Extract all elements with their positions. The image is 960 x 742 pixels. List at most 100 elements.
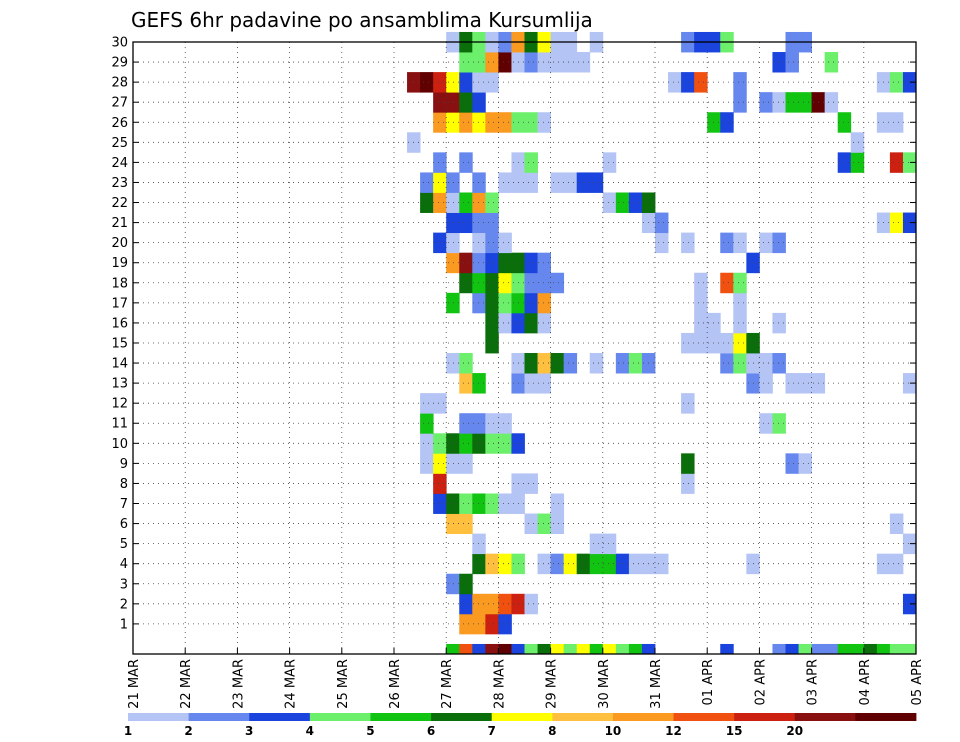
heatmap-cell xyxy=(459,152,473,173)
heatmap-cell xyxy=(537,373,551,394)
heatmap-cell xyxy=(433,473,447,494)
colorbar-swatch xyxy=(794,713,856,721)
heatmap-cell xyxy=(602,553,617,575)
heatmap-cell xyxy=(433,493,447,514)
heatmap-cell xyxy=(472,553,486,575)
heatmap-cell xyxy=(511,643,525,655)
x-tick-label: 05 APR xyxy=(910,659,925,705)
y-tick-label: 14 xyxy=(111,357,128,372)
y-tick-label: 15 xyxy=(111,336,128,351)
heatmap-cell xyxy=(589,353,604,374)
heatmap-cell xyxy=(889,152,904,173)
heatmap-cell xyxy=(433,172,447,193)
heatmap-cell xyxy=(824,52,839,73)
heatmap-cell xyxy=(889,553,904,575)
heatmap-cell xyxy=(824,643,839,655)
heatmap-cell xyxy=(537,112,551,133)
heatmap-cell xyxy=(772,92,786,113)
heatmap-cell xyxy=(485,493,499,514)
heatmap-cell xyxy=(459,192,473,213)
heatmap-cell xyxy=(537,643,551,655)
heatmap-cell xyxy=(498,493,512,514)
heatmap-cell xyxy=(472,272,486,294)
heatmap-cell xyxy=(459,453,473,474)
heatmap-cell xyxy=(485,72,499,93)
colorbar-swatch xyxy=(309,713,371,721)
x-tick-label: 31 MAR xyxy=(649,659,664,709)
heatmap-cell xyxy=(550,553,565,575)
heatmap-cell xyxy=(772,353,786,374)
heatmap-cell xyxy=(589,643,604,655)
colorbar-swatch xyxy=(188,713,250,721)
y-tick-label: 22 xyxy=(111,196,128,211)
heatmap-cell xyxy=(772,52,786,73)
heatmap-cell xyxy=(472,613,486,635)
heatmap-cell xyxy=(902,643,917,655)
heatmap-cell xyxy=(472,192,486,213)
colorbar-swatch xyxy=(370,713,432,721)
colorbar-label: 3 xyxy=(245,724,253,738)
heatmap-cell xyxy=(863,643,878,655)
heatmap-cell xyxy=(537,513,551,535)
heatmap-cell xyxy=(694,312,708,334)
heatmap-cell xyxy=(498,172,512,193)
heatmap-cell xyxy=(602,533,617,555)
heatmap-cell xyxy=(772,232,786,254)
heatmap-cell xyxy=(472,373,486,394)
heatmap-cell xyxy=(446,192,460,213)
y-tick-label: 5 xyxy=(120,537,128,552)
heatmap-cell xyxy=(459,252,473,274)
heatmap-cell xyxy=(446,513,460,535)
heatmap-cell xyxy=(589,172,604,193)
heatmap-cell xyxy=(524,312,538,334)
heatmap-cell xyxy=(459,353,473,374)
heatmap-cell xyxy=(459,593,473,615)
heatmap-cell xyxy=(524,172,538,193)
heatmap-cell xyxy=(615,353,630,374)
x-tick-label: 02 APR xyxy=(753,659,768,705)
heatmap-cell xyxy=(602,152,617,173)
heatmap-cell xyxy=(785,92,799,113)
heatmap-cell xyxy=(524,473,538,494)
heatmap-cell xyxy=(524,593,538,615)
colorbar-swatch xyxy=(431,713,493,721)
heatmap-cell xyxy=(433,232,447,254)
heatmap-cell xyxy=(537,553,551,575)
heatmap-cell xyxy=(876,643,891,655)
heatmap-cell xyxy=(485,232,499,254)
heatmap-cell xyxy=(824,92,839,113)
colorbar-swatch xyxy=(128,713,190,721)
grid-lines xyxy=(133,41,916,654)
colorbar-label: 8 xyxy=(548,724,556,738)
x-tick-label: 04 APR xyxy=(858,659,873,705)
y-tick-label: 28 xyxy=(111,76,128,91)
y-tick-label: 19 xyxy=(111,256,128,271)
heatmap-cell xyxy=(681,473,695,494)
colorbar-label: 12 xyxy=(665,724,682,738)
heatmap-cell xyxy=(498,643,512,655)
y-tick-label: 26 xyxy=(111,116,128,131)
heatmap-cell xyxy=(420,413,434,434)
heatmap-cell xyxy=(498,252,512,274)
heatmap-cell xyxy=(446,353,460,374)
heatmap-cell xyxy=(472,643,486,655)
heatmap-cell xyxy=(498,232,512,254)
heatmap-cell xyxy=(485,312,499,334)
heatmap-cell xyxy=(798,453,812,474)
heatmap-cell xyxy=(420,72,434,93)
heatmap-cell xyxy=(655,553,669,575)
heatmap-cell xyxy=(563,52,578,73)
heatmap-cell xyxy=(889,72,904,93)
y-tick-label: 9 xyxy=(120,457,128,472)
heatmap-cell xyxy=(446,212,460,234)
y-tick-label: 20 xyxy=(111,236,128,251)
heatmap-cell xyxy=(589,533,604,555)
colorbar-label: 15 xyxy=(726,724,743,738)
heatmap-cell xyxy=(459,52,473,73)
heatmap-cell xyxy=(628,643,643,655)
heatmap-cell xyxy=(550,353,565,374)
colorbar-swatch xyxy=(491,713,553,721)
heatmap-cell xyxy=(902,72,917,93)
heatmap-cell xyxy=(550,172,565,193)
heatmap-cell xyxy=(498,593,512,615)
